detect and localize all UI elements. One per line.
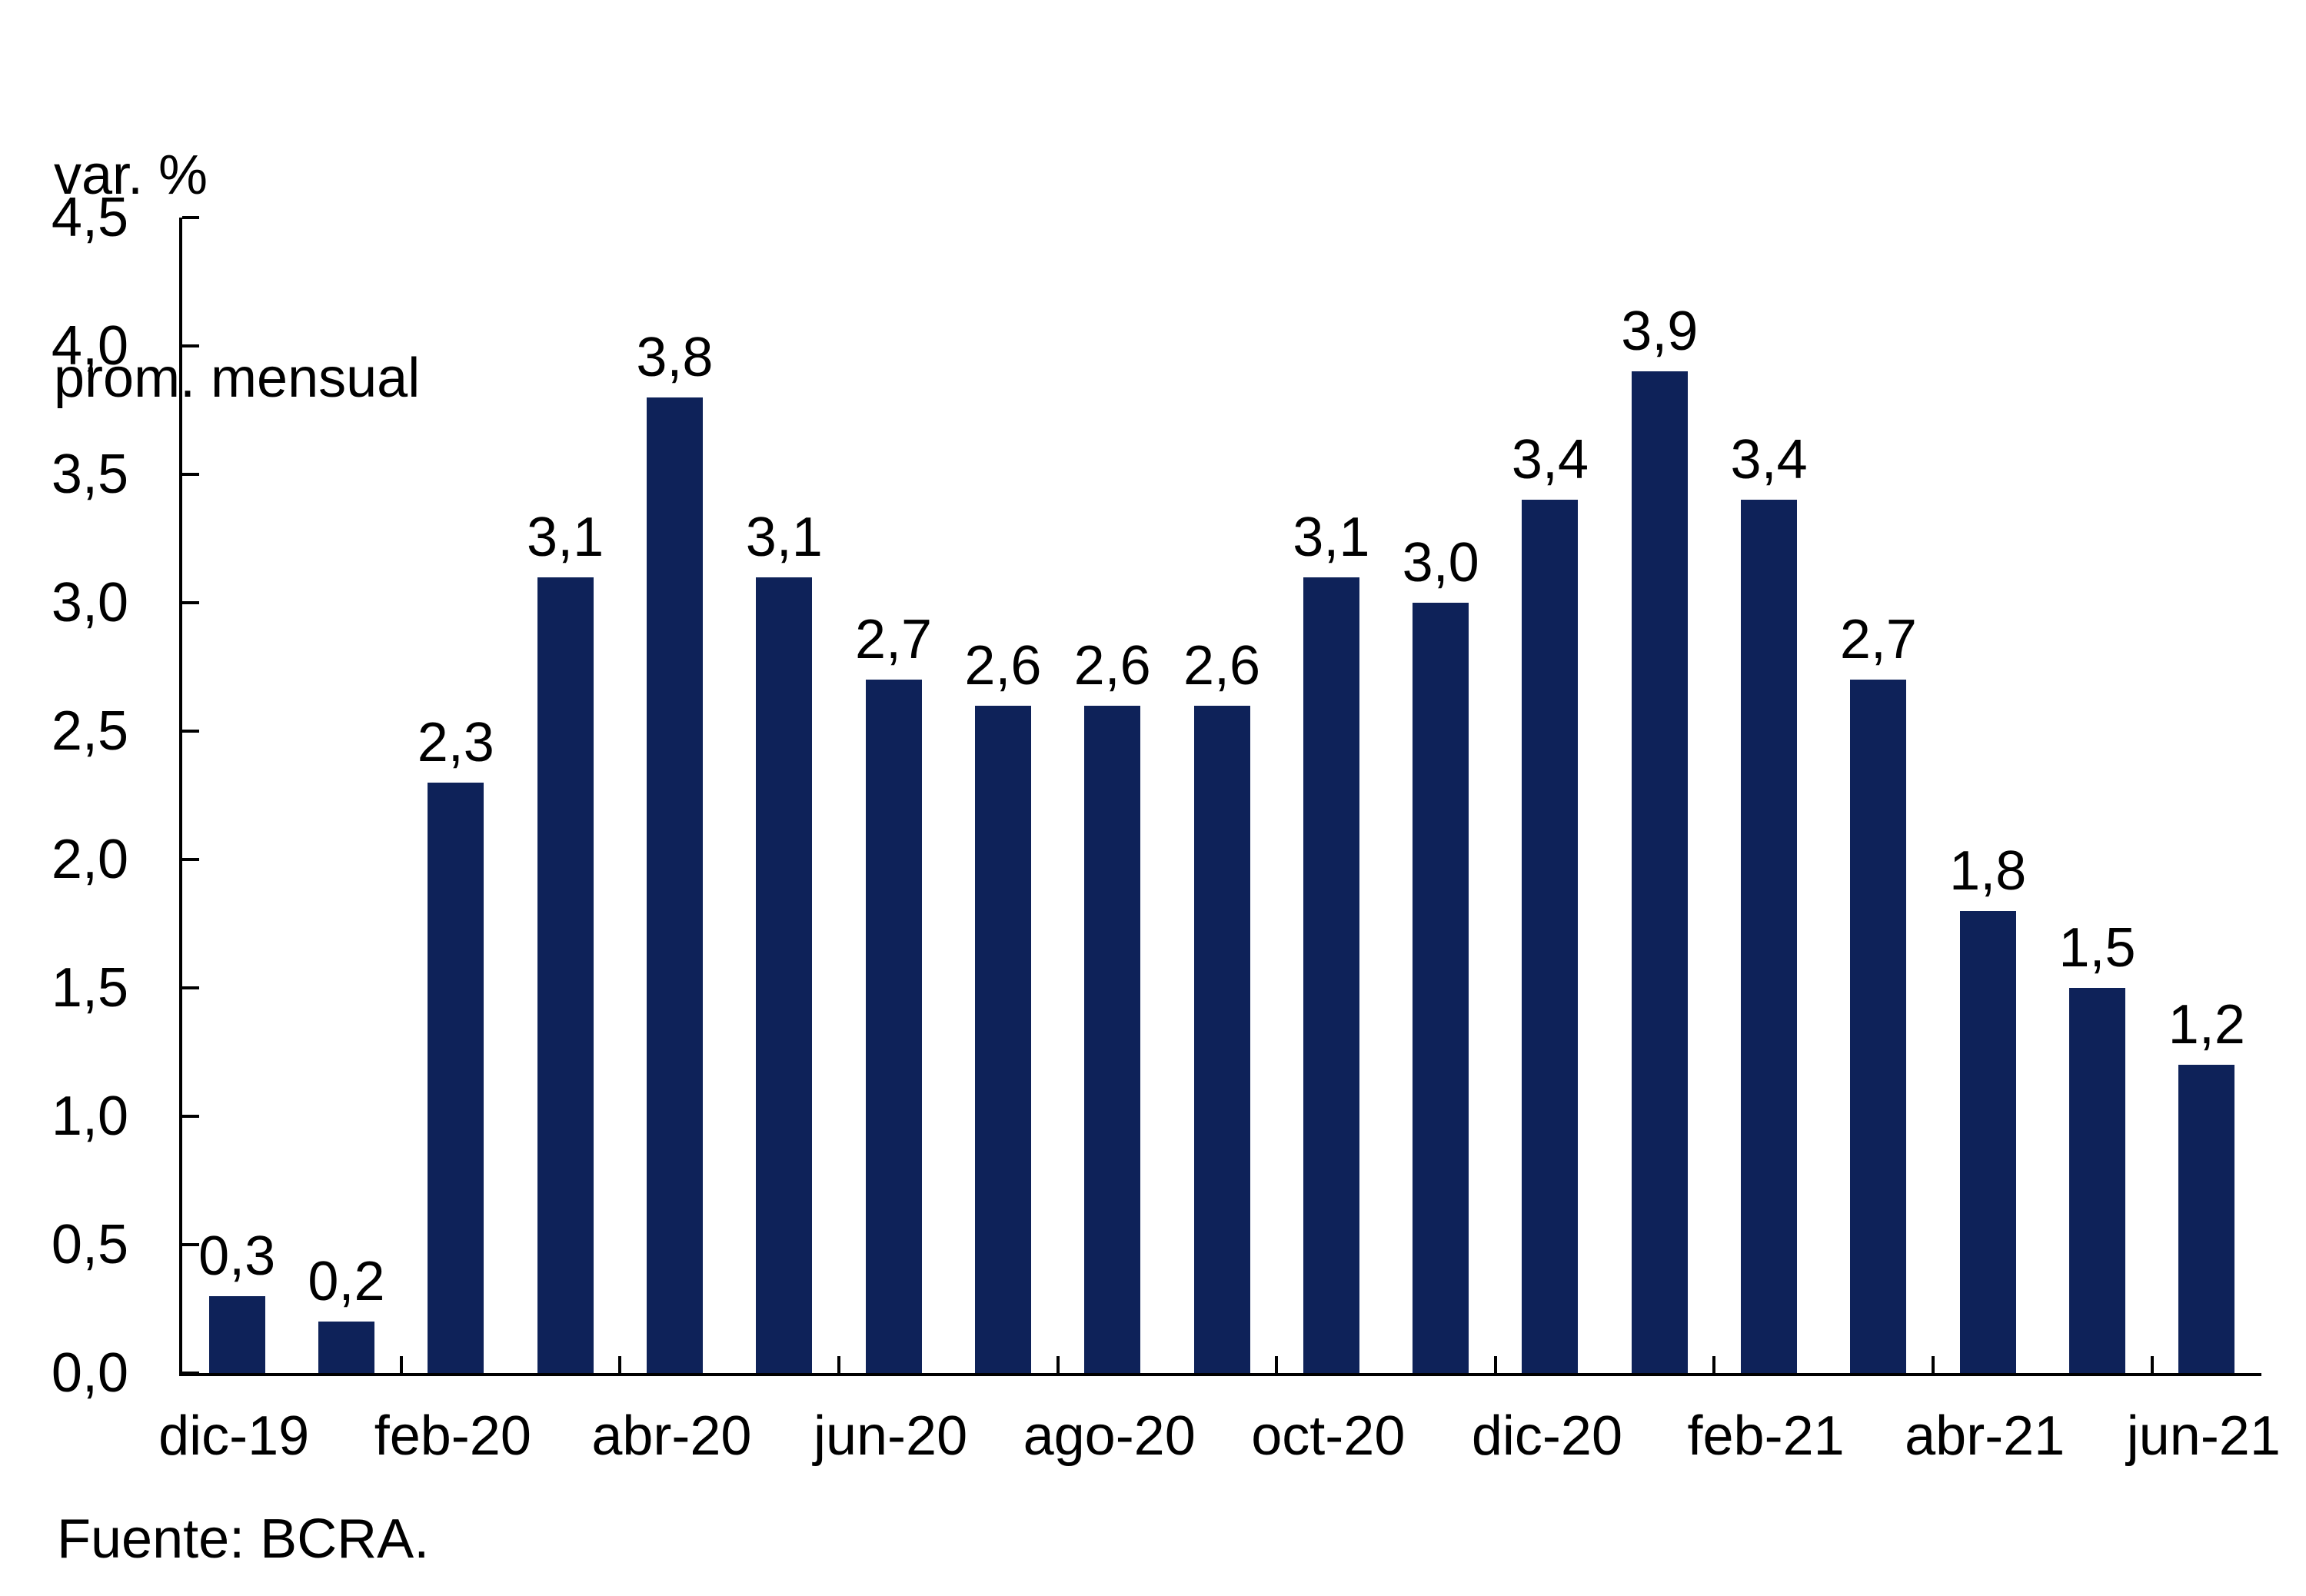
bar bbox=[865, 680, 922, 1373]
y-axis-tick bbox=[182, 1243, 199, 1246]
y-axis-tick-label: 2,5 bbox=[51, 700, 128, 762]
bar bbox=[208, 1295, 265, 1373]
bar-value-label: 2,3 bbox=[417, 711, 494, 773]
bar-value-label: 1,2 bbox=[2168, 994, 2245, 1056]
bar-value-label: 3,9 bbox=[1621, 301, 1699, 363]
y-axis-title-line-1: var. % bbox=[54, 145, 208, 206]
bar bbox=[1522, 500, 1579, 1373]
bar-value-label: 3,1 bbox=[745, 506, 823, 568]
plot-area: 0,3 0,2 2,3 3,1 3,8 3,1 2,7 2,6 2,6 2,6 3,1 3,0 3,4 3… bbox=[179, 216, 2261, 1376]
x-axis-label: abr-21 bbox=[1905, 1405, 2065, 1467]
bar bbox=[1741, 500, 1798, 1373]
bar-value-label: 3,1 bbox=[1293, 506, 1370, 568]
x-axis-label: jun-20 bbox=[813, 1405, 968, 1467]
x-axis-label: ago-20 bbox=[1023, 1405, 1196, 1467]
bar bbox=[974, 705, 1031, 1373]
bar bbox=[2178, 1065, 2235, 1373]
x-axis-label: jun-21 bbox=[2126, 1405, 2281, 1467]
bar-value-label: 3,4 bbox=[1511, 429, 1589, 491]
y-axis-tick-label: 3,0 bbox=[51, 572, 128, 633]
y-axis-tick-label: 4,0 bbox=[51, 315, 128, 377]
bar bbox=[1631, 371, 1688, 1373]
y-axis-tick-label: 1,5 bbox=[51, 957, 128, 1019]
y-axis-tick-label: 0,0 bbox=[51, 1342, 128, 1404]
bar-value-label: 0,3 bbox=[198, 1225, 276, 1287]
y-axis-tick-label: 3,5 bbox=[51, 444, 128, 505]
y-axis-tick bbox=[182, 473, 199, 476]
x-axis-label: feb-21 bbox=[1687, 1405, 1845, 1467]
y-axis-tick bbox=[182, 858, 199, 861]
x-axis-label: abr-20 bbox=[591, 1405, 752, 1467]
x-axis-tick bbox=[399, 1356, 403, 1373]
bar bbox=[646, 397, 703, 1373]
bar-value-label: 0,2 bbox=[308, 1251, 385, 1313]
x-axis-tick bbox=[1493, 1356, 1497, 1373]
bar-value-label: 2,7 bbox=[1839, 609, 1917, 671]
bar bbox=[1303, 577, 1359, 1373]
y-axis-title-line-2: prom. mensual bbox=[54, 347, 421, 409]
y-axis-tick bbox=[182, 986, 199, 989]
bar-value-label: 1,5 bbox=[2058, 917, 2136, 979]
x-axis-tick bbox=[1275, 1356, 1279, 1373]
bar-value-label: 3,8 bbox=[636, 326, 714, 388]
bar bbox=[1959, 910, 2016, 1373]
y-axis-tick bbox=[182, 730, 199, 733]
x-axis-tick bbox=[837, 1356, 840, 1373]
bar-value-label: 1,8 bbox=[1949, 840, 2027, 902]
bar bbox=[1413, 603, 1469, 1373]
bar bbox=[1084, 705, 1141, 1373]
bar-value-label: 2,6 bbox=[1183, 634, 1261, 697]
y-axis-tick bbox=[182, 216, 199, 219]
y-axis-tick bbox=[182, 1372, 199, 1375]
x-axis-tick bbox=[618, 1356, 622, 1373]
bar-value-label: 2,7 bbox=[855, 609, 933, 671]
bar-value-label: 2,6 bbox=[1073, 634, 1151, 697]
source-note: Fuente: BCRA. bbox=[57, 1508, 430, 1570]
y-axis-tick-label: 1,0 bbox=[51, 1086, 128, 1147]
y-axis-tick-label: 2,0 bbox=[51, 829, 128, 890]
y-axis-tick bbox=[182, 1115, 199, 1118]
bar-value-label: 3,1 bbox=[527, 506, 604, 568]
bar bbox=[756, 577, 813, 1373]
x-axis-tick bbox=[1056, 1356, 1060, 1373]
bar bbox=[428, 782, 484, 1373]
bar-value-label: 2,6 bbox=[964, 634, 1042, 697]
y-axis-title: var. % prom. mensual bbox=[54, 6, 420, 547]
x-axis-tick bbox=[1712, 1356, 1716, 1373]
y-axis-tick bbox=[182, 344, 199, 347]
x-axis-tick bbox=[2150, 1356, 2154, 1373]
x-axis-tick bbox=[1932, 1356, 1935, 1373]
bar-value-label: 3,4 bbox=[1730, 429, 1808, 491]
y-axis-tick-label: 4,5 bbox=[51, 187, 128, 248]
x-axis-label: dic-20 bbox=[1471, 1405, 1622, 1467]
x-axis-label: feb-20 bbox=[374, 1405, 531, 1467]
bar bbox=[1193, 705, 1250, 1373]
x-axis-label: oct-20 bbox=[1251, 1405, 1406, 1467]
bar bbox=[318, 1322, 374, 1373]
bar bbox=[1850, 680, 1907, 1373]
y-axis-tick bbox=[182, 601, 199, 604]
bar bbox=[2069, 988, 2126, 1373]
y-axis-tick-label: 0,5 bbox=[51, 1214, 128, 1275]
bar-value-label: 3,0 bbox=[1402, 532, 1479, 594]
bar bbox=[537, 577, 594, 1373]
x-axis-label: dic-19 bbox=[158, 1405, 310, 1467]
